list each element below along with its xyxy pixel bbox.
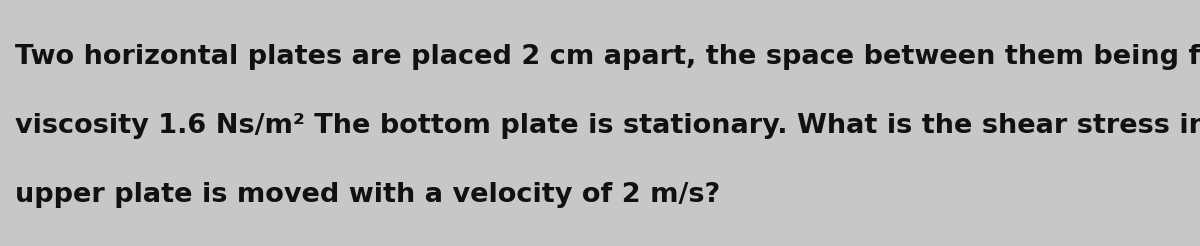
Text: upper plate is moved with a velocity of 2 m/s?: upper plate is moved with a velocity of … [16,182,720,208]
Text: Two horizontal plates are placed 2 cm apart, the space between them being filled: Two horizontal plates are placed 2 cm ap… [16,44,1200,70]
Text: viscosity 1.6 Ns/m² The bottom plate is stationary. What is the shear stress in : viscosity 1.6 Ns/m² The bottom plate is … [16,113,1200,139]
